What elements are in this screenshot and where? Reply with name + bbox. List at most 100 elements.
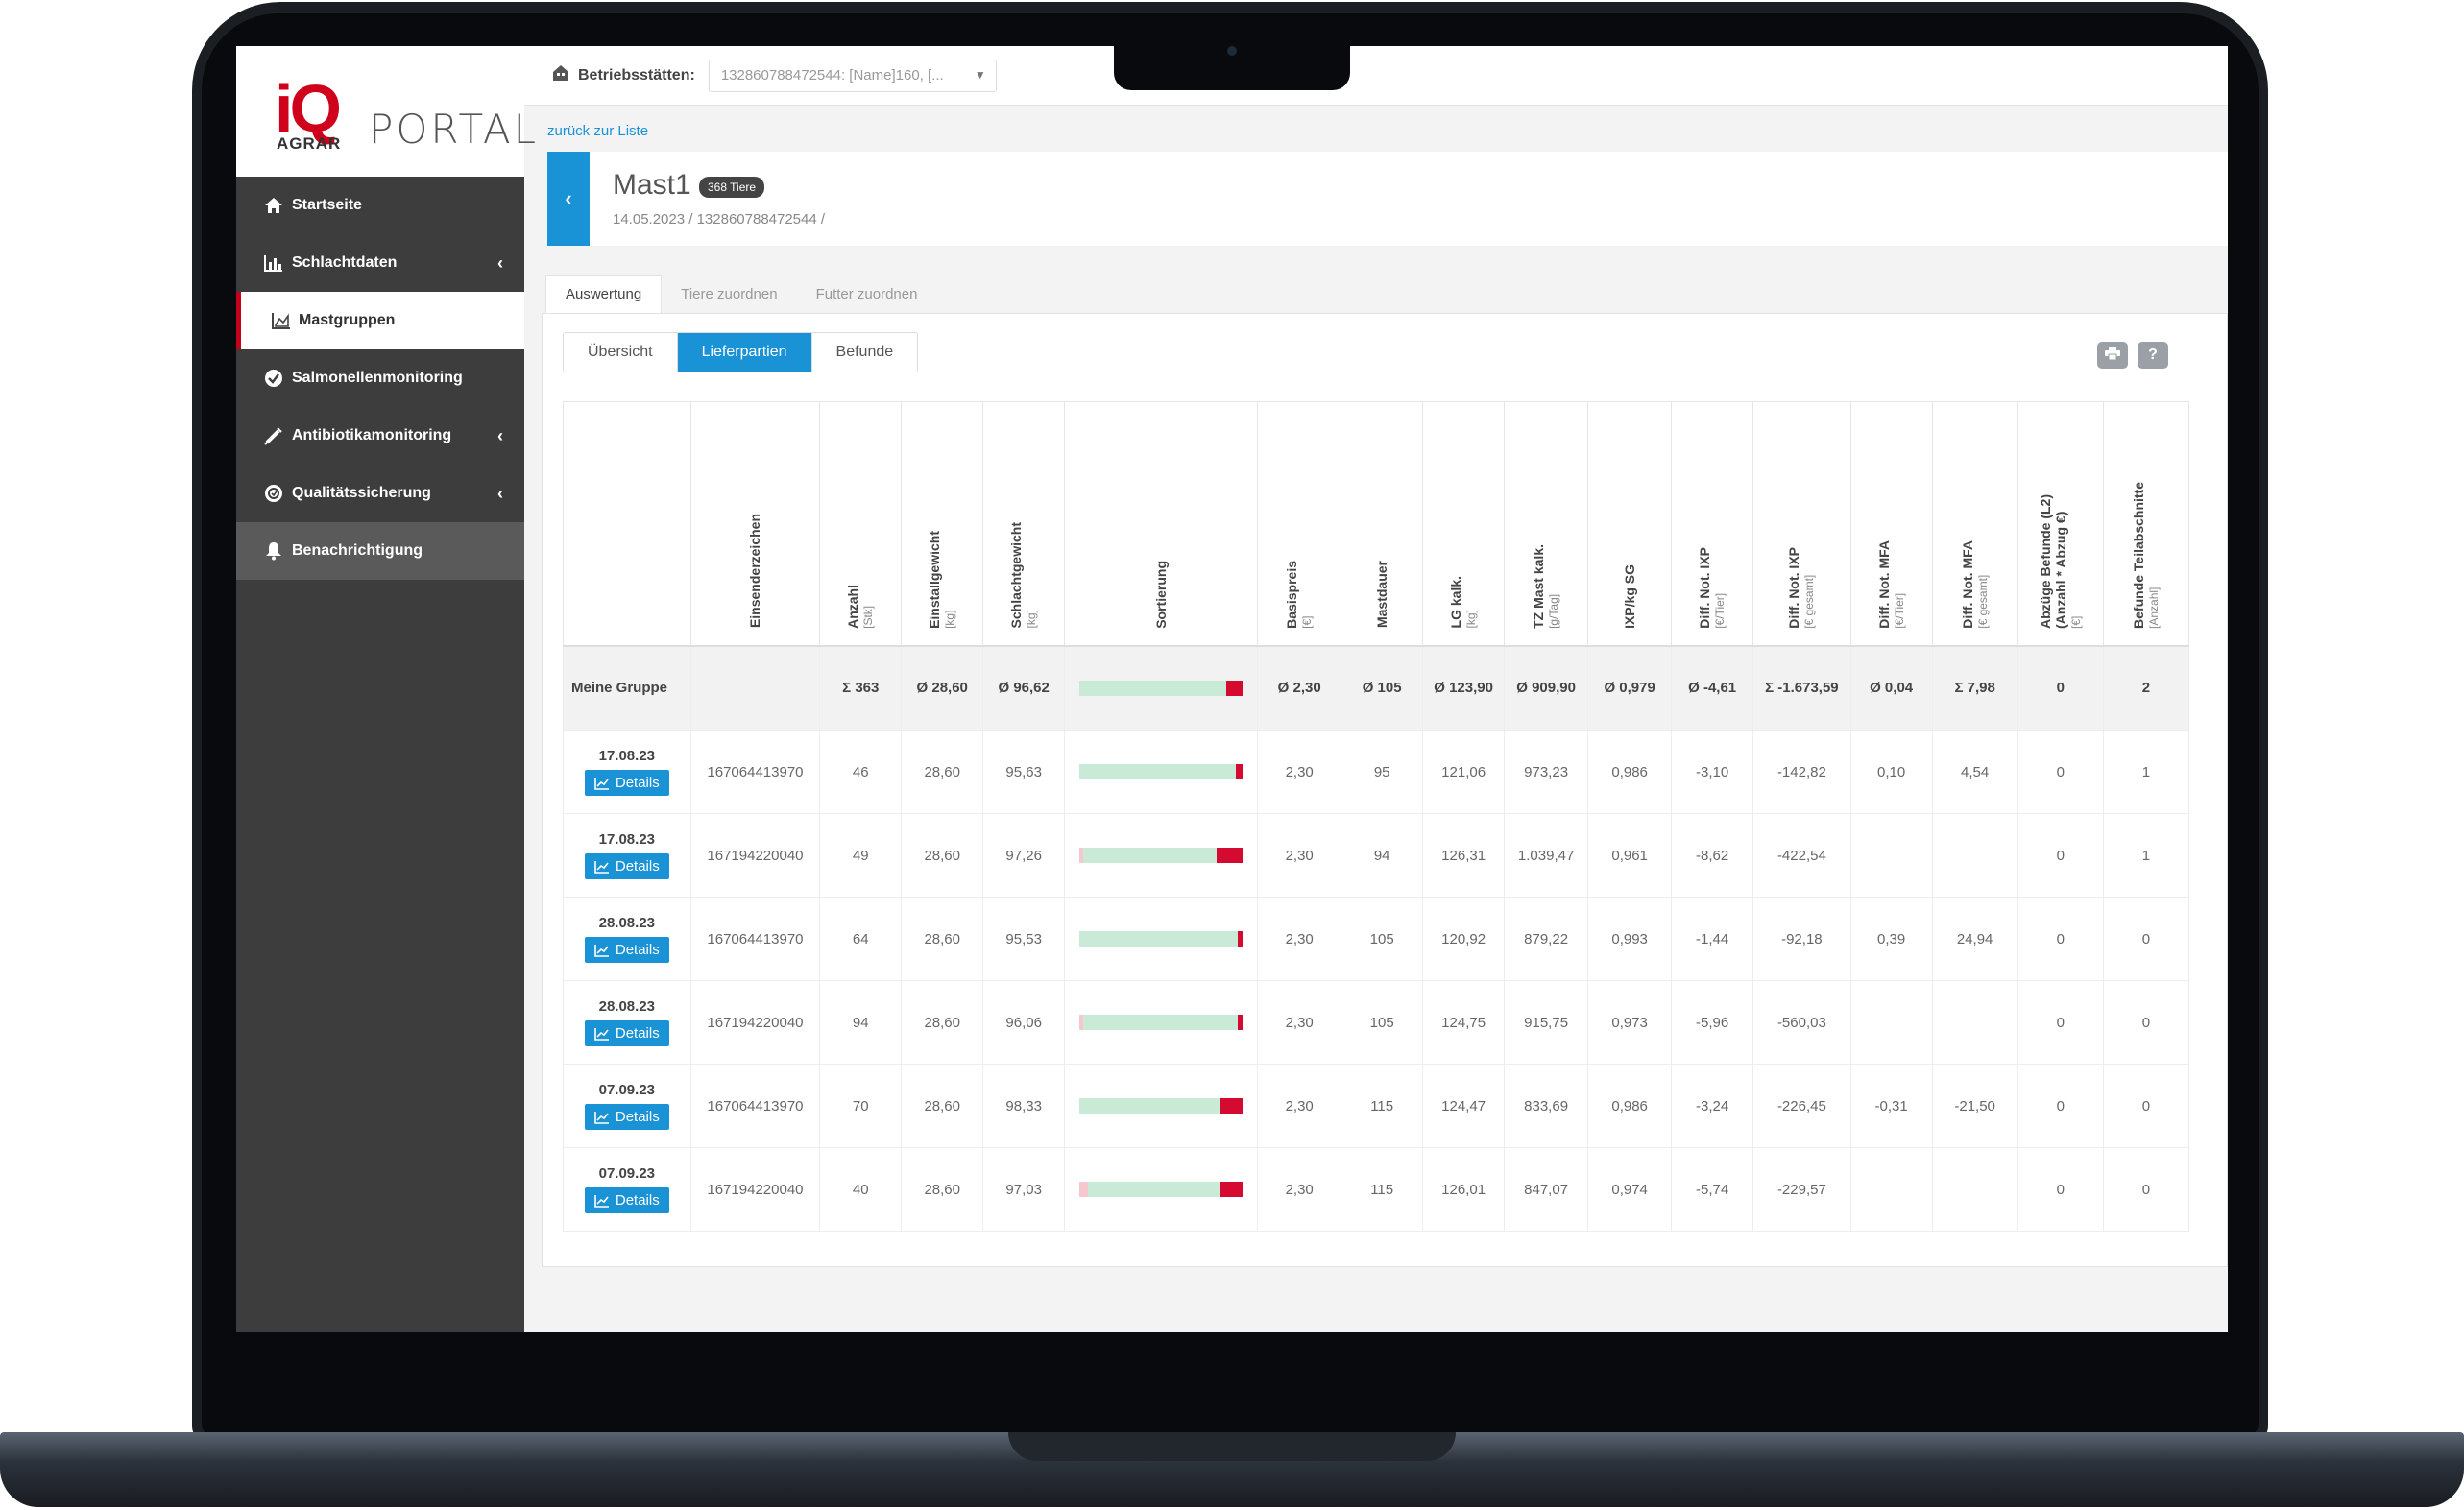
- select-value: 132860788472544: [Name]160, [...: [720, 67, 944, 84]
- print-icon: [2105, 346, 2120, 365]
- details-button[interactable]: Details: [584, 1187, 669, 1213]
- sidebar-item-label: Startseite: [292, 197, 362, 213]
- table-cell: 1: [2102, 813, 2190, 898]
- print-button[interactable]: [2097, 342, 2128, 369]
- column-header: Befunde Teilabschnitte [Anzahl]: [2102, 401, 2190, 647]
- date-cell: 17.08.23 Details: [563, 813, 691, 898]
- summary-cell: Ø 28,60: [901, 645, 984, 731]
- caret-down-icon: ▼: [974, 67, 986, 82]
- segment-befunde[interactable]: Befunde: [835, 344, 894, 360]
- sortierung-cell: [1064, 730, 1259, 814]
- table-cell: 28,60: [901, 980, 984, 1065]
- tab-tiere-zuordnen[interactable]: Tiere zuordnen: [681, 285, 778, 302]
- column-header: Schlachtgewicht [kg]: [982, 401, 1066, 647]
- segment-lieferpartien[interactable]: Lieferpartien: [677, 333, 812, 372]
- group-header: ‹ Mast1 368 Tiere 14.05.2023 / 132860788…: [547, 152, 2228, 246]
- table-cell: 167194220040: [689, 813, 821, 898]
- table-header-row: Einsenderzeichen Anzahl [Stk] Einstallgewic…: [563, 401, 2190, 647]
- sidebar-item-antibiotikamonitoring[interactable]: Antibiotikamonitoring ‹: [236, 407, 524, 465]
- betriebsstaetten-select[interactable]: 132860788472544: [Name]160, [... ▼: [708, 59, 997, 92]
- table-cell: 2,30: [1257, 1064, 1342, 1148]
- column-header: Abzüge Befunde (L2) (Anzahl * Abzug €) [€]: [2017, 401, 2104, 647]
- details-button[interactable]: Details: [584, 1104, 669, 1130]
- column-header: Basispreis [€]: [1257, 401, 1342, 647]
- table-row: 28.08.23 Details 167064413970 64 28,60 95,53 2…: [563, 897, 2190, 981]
- sidebar-item-schlachtdaten[interactable]: Schlachtdaten ‹: [236, 234, 524, 292]
- tab-futter-zuordnen[interactable]: Futter zuordnen: [815, 285, 918, 302]
- view-switch: Übersicht Lieferpartien Befunde: [563, 332, 919, 372]
- column-label: Schlachtgewicht: [1008, 522, 1025, 629]
- column-header-label: Diff. Not. IXP [€ gesamt]: [1786, 547, 1817, 629]
- table-cell: 0: [2017, 1064, 2104, 1148]
- tab-auswertung[interactable]: Auswertung: [545, 275, 663, 313]
- sortierung-segment-red: [1238, 931, 1244, 947]
- column-header: Einsenderzeichen: [689, 401, 821, 647]
- column-header: LG kalk. [kg]: [1422, 401, 1506, 647]
- table-cell: 0: [2102, 1147, 2190, 1232]
- table-cell: 167064413970: [689, 897, 821, 981]
- date-cell: 17.08.23 Details: [563, 730, 691, 814]
- sortierung-segment-red: [1220, 1098, 1244, 1114]
- column-unit: [kg]: [1464, 610, 1479, 629]
- sortierung-segment-green: [1079, 764, 1237, 779]
- table-cell: 95,63: [982, 730, 1066, 814]
- column-header: Einstallgewicht [kg]: [901, 401, 984, 647]
- sidebar-item-label: Benachrichtigung: [292, 542, 423, 559]
- summary-cell: Σ 363: [819, 645, 903, 731]
- table-cell: 124,47: [1422, 1064, 1506, 1148]
- column-header-label: Sortierung: [1153, 561, 1169, 629]
- table-cell: -5,96: [1671, 980, 1754, 1065]
- sortierung-bar: [1079, 1182, 1244, 1197]
- sidebar-item-mastgruppen[interactable]: Mastgruppen: [236, 292, 524, 349]
- back-to-list-link[interactable]: zurück zur Liste: [547, 123, 649, 139]
- summary-label: Meine Gruppe: [563, 645, 691, 731]
- segment-uebersicht[interactable]: Übersicht: [564, 333, 678, 372]
- table-cell: 0: [2017, 897, 2104, 981]
- summary-cell: Ø 123,90: [1422, 645, 1506, 731]
- column-header-label: TZ Mast kalk. [g/Tag]: [1531, 544, 1561, 629]
- details-button[interactable]: Details: [584, 770, 669, 796]
- table-cell: 0,986: [1587, 730, 1673, 814]
- table-row: 07.09.23 Details 167194220040 40 28,60 97,03 2…: [563, 1147, 2190, 1232]
- table-cell: 2,30: [1257, 730, 1342, 814]
- logo[interactable]: iQ AGRAR PORTAL: [236, 46, 536, 177]
- details-button[interactable]: Details: [584, 1020, 669, 1046]
- column-label: Diff. Not. MFA: [1959, 539, 1975, 629]
- sortierung-cell: [1064, 1064, 1259, 1148]
- table-cell: 973,23: [1504, 730, 1589, 814]
- column-header-label: Schlachtgewicht [kg]: [1008, 522, 1039, 628]
- column-header: TZ Mast kalk. [g/Tag]: [1504, 401, 1589, 647]
- summary-cell: 2: [2102, 645, 2190, 731]
- details-label: Details: [615, 1109, 660, 1125]
- sidebar-item-qualitaetssicherung[interactable]: Qualitätssicherung ‹: [236, 465, 524, 522]
- column-label: TZ Mast kalk.: [1531, 543, 1547, 629]
- sortierung-cell: [1064, 813, 1259, 898]
- table-cell: -5,74: [1671, 1147, 1754, 1232]
- delivery-date: 07.09.23: [598, 1082, 655, 1098]
- sidebar-item-salmonellenmonitoring[interactable]: Salmonellenmonitoring: [236, 349, 524, 407]
- column-label: Einstallgewicht: [927, 530, 943, 629]
- sidebar-item-benachrichtigung[interactable]: Benachrichtigung: [236, 522, 524, 580]
- back-button[interactable]: ‹: [547, 152, 590, 246]
- sortierung-cell: [1064, 897, 1259, 981]
- details-button[interactable]: Details: [584, 937, 669, 963]
- lieferpartien-table: Einsenderzeichen Anzahl [Stk] Einstallgewic…: [563, 401, 2190, 1232]
- date-cell: 28.08.23 Details: [563, 980, 691, 1065]
- column-unit: [€ gesamt]: [1802, 574, 1817, 629]
- table-cell: [1849, 980, 1933, 1065]
- line-chart-icon: [594, 860, 609, 874]
- chevron-left-icon: ‹: [497, 483, 503, 503]
- table-cell: 46: [819, 730, 903, 814]
- table-cell: 0: [2102, 1064, 2190, 1148]
- table-cell: 0: [2017, 813, 2104, 898]
- sidebar-item-startseite[interactable]: Startseite: [236, 177, 524, 234]
- column-header-label: Basispreis [€]: [1284, 561, 1315, 629]
- summary-cell: Σ -1.673,59: [1752, 645, 1851, 731]
- column-label: Diff. Not. MFA: [1875, 539, 1892, 629]
- sortierung-cell: [1064, 645, 1259, 731]
- help-button[interactable]: ?: [2138, 342, 2168, 369]
- table-cell: 0,10: [1849, 730, 1933, 814]
- bar-chart-icon: [263, 252, 284, 274]
- table-cell: 24,94: [1931, 897, 2018, 981]
- details-button[interactable]: Details: [584, 853, 669, 879]
